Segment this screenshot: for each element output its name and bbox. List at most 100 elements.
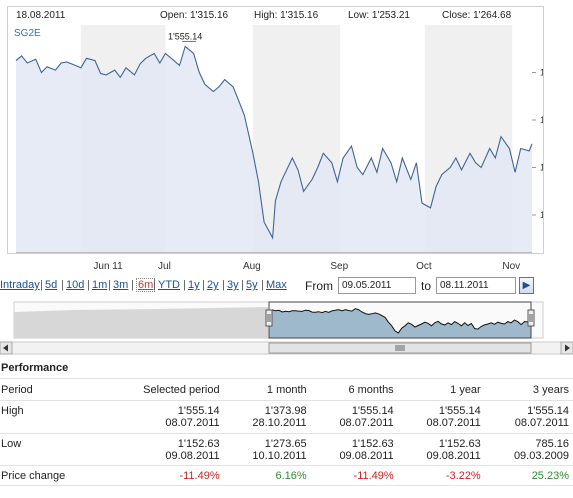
navigator-history-area (14, 307, 268, 338)
range-separator: | (131, 279, 134, 291)
range-separator: | (87, 279, 90, 291)
performance-value: 785.16 (535, 437, 569, 450)
price-line (15, 45, 533, 240)
performance-value: -3.22% (397, 465, 485, 486)
performance-value: 1'555.14 (438, 405, 481, 417)
performance-row-label: Low (1, 437, 22, 450)
performance-value: 1'273.65 (264, 437, 307, 450)
x-tick-label: Sep (330, 261, 349, 272)
ohlc-bar: 18.08.2011 Open: 1'315.16 High: 1'315.16… (8, 7, 543, 23)
series-label: SG2E (14, 28, 41, 39)
performance-column-header: 3 years (484, 378, 573, 401)
performance-row-label: High (1, 405, 24, 417)
performance-row: High 1'555.14 1'373.98 1'555.14 1'555.14 1'55… (0, 401, 573, 417)
play-arrow-icon: ▶ (522, 280, 531, 291)
performance-value: 1'152.63 (351, 437, 394, 450)
x-tick-label: Oct (416, 261, 432, 272)
annotation-label: 1'555.14 (168, 31, 202, 41)
range-link-10d[interactable]: 10d (66, 279, 85, 291)
navigator-line (268, 308, 532, 334)
range-link-max[interactable]: Max (266, 279, 287, 291)
arrow-left-icon (3, 344, 8, 352)
navigator-selected-area (269, 308, 531, 338)
performance-date: 09.08.2011 (103, 449, 224, 466)
range-link-6m[interactable]: 6m (136, 278, 156, 292)
performance-row-label: Price change (0, 465, 104, 486)
x-tick-label: Aug (242, 261, 261, 272)
range-link-5d[interactable]: 5d (45, 279, 58, 291)
y-tick-label: 1'300 (540, 163, 543, 173)
performance-value: 1'555.14 (177, 405, 220, 417)
ohlc-low: Low: 1'253.21 (348, 10, 410, 21)
range-link-3y[interactable]: 3y (227, 279, 239, 291)
performance-header-row: Period Selected period 1 month 6 months 1 ye… (0, 378, 573, 401)
performance-date: 08.07.2011 (310, 417, 398, 434)
to-date-input[interactable] (436, 277, 516, 294)
performance-row: Low 1'152.63 1'273.65 1'152.63 1'152.63 785.1… (0, 433, 573, 450)
range-link-intraday[interactable]: Intraday (0, 279, 40, 291)
performance-value: 1'152.63 (438, 437, 481, 450)
performance-value: -11.49% (310, 465, 398, 486)
range-separator: | (108, 279, 111, 291)
range-separator: | (241, 279, 244, 291)
performance-date: 10.10.2011 (223, 449, 311, 466)
performance-date: 09.08.2011 (310, 449, 398, 466)
ohlc-high: High: 1'315.16 (254, 10, 319, 21)
go-button[interactable]: ▶ (519, 277, 534, 294)
x-tick-label: Jul (158, 261, 171, 272)
performance-value: 1'555.14 (527, 405, 569, 417)
performance-title: Performance (1, 362, 69, 374)
range-link-ytd[interactable]: YTD (158, 279, 180, 291)
range-separator: | (183, 279, 186, 291)
performance-date: 09.03.2009 (484, 449, 573, 466)
performance-column-header: 1 month (223, 378, 311, 401)
performance-column-header: Selected period (103, 378, 224, 401)
from-label: From (305, 279, 333, 293)
performance-row: Price change -11.49% 6.16% -11.49% -3.22% 25.… (0, 465, 573, 486)
performance-value: 1'555.14 (351, 405, 394, 417)
price-area (16, 46, 532, 253)
performance-date: 08.07.2011 (484, 417, 573, 434)
range-link-3m[interactable]: 3m (113, 279, 129, 291)
navigator-right-handle[interactable] (527, 309, 535, 327)
range-link-1y[interactable]: 1y (188, 279, 200, 291)
performance-date: 28.10.2011 (223, 417, 311, 434)
x-tick-label: Nov (502, 261, 521, 272)
navigator-left-handle[interactable] (265, 309, 273, 327)
x-tick-label: Jun 11 (93, 261, 123, 272)
range-link-1m[interactable]: 1m (92, 279, 108, 291)
performance-date: 08.07.2011 (397, 417, 485, 434)
performance-row-label-empty (0, 417, 104, 434)
performance-date: 08.07.2011 (103, 417, 224, 434)
performance-column-header: 1 year (397, 378, 485, 401)
chart-navigator[interactable] (0, 298, 573, 358)
performance-value: -11.49% (103, 465, 224, 486)
from-date-input[interactable] (338, 277, 416, 294)
y-tick-label: 1'200 (540, 210, 543, 220)
performance-value: 6.16% (223, 465, 311, 486)
performance-value: 25.23% (484, 465, 573, 486)
range-link-2y[interactable]: 2y (207, 279, 219, 291)
performance-value: 1'152.63 (177, 437, 220, 450)
y-tick-label: 1'400 (540, 115, 543, 125)
range-separator: | (40, 279, 43, 291)
performance-table: Period Selected period 1 month 6 months 1 ye… (0, 378, 573, 486)
performance-value: 1'373.98 (264, 405, 307, 417)
performance-row-label-empty (0, 449, 104, 466)
performance-date-row: 09.08.2011 10.10.2011 09.08.2011 09.08.2011… (0, 449, 573, 466)
performance-column-header: 6 months (310, 378, 398, 401)
arrow-right-icon (565, 344, 570, 352)
ohlc-date: 18.08.2011 (16, 10, 66, 21)
to-label: to (421, 279, 432, 293)
range-link-5y[interactable]: 5y (246, 279, 258, 291)
performance-column-header: Period (0, 378, 104, 401)
performance-date-row: 08.07.2011 28.10.2011 08.07.2011 08.07.2011… (0, 417, 573, 434)
range-separator: | (222, 279, 225, 291)
performance-date: 09.08.2011 (397, 449, 485, 466)
price-chart[interactable]: 18.08.2011 Open: 1'315.16 High: 1'315.16… (7, 6, 544, 254)
y-tick-label: 1'500 (540, 68, 543, 78)
range-separator: | (61, 279, 64, 291)
range-separator: | (153, 279, 156, 291)
range-selector: From to ▶ Intraday|5d|10d|1m|3m|6m|YTD|1… (0, 277, 573, 296)
